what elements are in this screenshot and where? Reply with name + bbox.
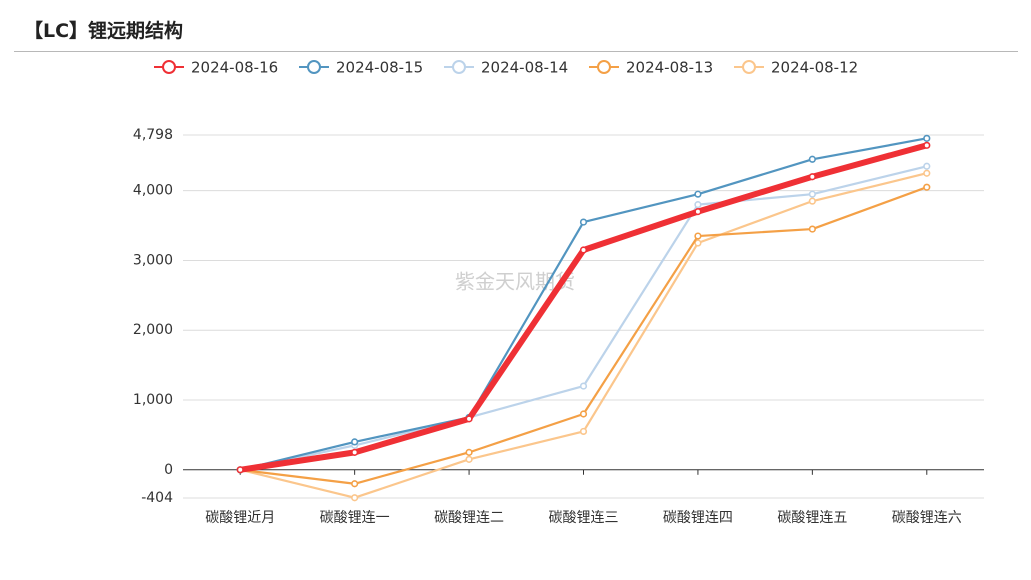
- chart-title: 【LC】锂远期结构: [24, 20, 184, 42]
- grid-lines: [183, 134, 984, 499]
- data-point: [808, 155, 816, 163]
- series-lines: [236, 134, 931, 502]
- data-point: [808, 197, 816, 205]
- legend-marker: [742, 60, 756, 74]
- data-point: [923, 162, 931, 170]
- legend-marker: [597, 60, 611, 74]
- y-tick-label: 2,000: [133, 322, 173, 338]
- title-divider: [14, 51, 1018, 52]
- data-point: [923, 141, 931, 149]
- data-point: [579, 218, 588, 226]
- data-point: [579, 246, 588, 254]
- x-tick-label: 碳酸锂连五: [777, 510, 847, 526]
- data-point: [808, 225, 816, 233]
- series-2024-08-12: [236, 169, 931, 502]
- x-tick-label: 碳酸锂连六: [892, 510, 962, 526]
- data-point: [694, 232, 702, 240]
- legend-label: 2024-08-16: [191, 59, 278, 77]
- data-point: [808, 190, 816, 198]
- data-point: [465, 455, 473, 463]
- y-tick-label: -404: [141, 490, 173, 506]
- legend-label: 2024-08-15: [336, 59, 423, 77]
- legend-item[interactable]: 2024-08-12: [734, 59, 858, 77]
- series-2024-08-14: [236, 162, 931, 474]
- y-tick-label: 0: [164, 462, 173, 478]
- data-point: [694, 239, 702, 247]
- x-tick-label: 碳酸锂近月: [205, 510, 275, 526]
- y-axis: 4,798 4,000 3,000 2,000 1,000 0 -404: [133, 127, 173, 506]
- data-point: [579, 427, 588, 436]
- series-line: [239, 137, 927, 471]
- data-point: [694, 201, 702, 209]
- data-point: [351, 480, 359, 488]
- series-line: [239, 142, 928, 473]
- legend-item[interactable]: 2024-08-14: [444, 59, 568, 77]
- legend[interactable]: 2024-08-16 2024-08-15 2024-08-14 2024-08-13…: [154, 59, 858, 77]
- legend-item[interactable]: 2024-08-16: [154, 59, 278, 77]
- x-tick-label: 碳酸锂连四: [663, 510, 733, 526]
- x-tick-label: 碳酸锂连二: [434, 510, 504, 526]
- y-tick-label: 4,000: [133, 183, 173, 199]
- x-tick-label: 碳酸锂连一: [320, 510, 390, 526]
- legend-label: 2024-08-12: [771, 59, 858, 77]
- data-point: [923, 134, 931, 142]
- series-2024-08-16: [236, 141, 931, 474]
- y-tick-label: 1,000: [133, 392, 173, 408]
- x-tick-label: 碳酸锂连三: [549, 510, 619, 526]
- y-tick-label: 3,000: [133, 252, 173, 268]
- data-point: [923, 183, 931, 191]
- data-point: [808, 173, 816, 181]
- data-point: [236, 466, 244, 474]
- series-line: [240, 186, 928, 485]
- data-point: [694, 190, 702, 198]
- data-point: [465, 415, 473, 423]
- data-point: [694, 208, 702, 216]
- legend-item[interactable]: 2024-08-13: [589, 59, 713, 77]
- series-2024-08-15: [236, 134, 931, 474]
- series-2024-08-13: [236, 183, 931, 488]
- legend-marker: [452, 60, 466, 74]
- legend-marker: [307, 60, 321, 74]
- data-point: [465, 448, 473, 456]
- data-point: [579, 410, 588, 418]
- legend-marker: [162, 60, 176, 74]
- data-point: [579, 382, 588, 390]
- y-tick-label: 4,798: [133, 127, 173, 143]
- x-axis: 碳酸锂近月 碳酸锂连一 碳酸锂连二 碳酸锂连三 碳酸锂连四 碳酸锂连五 碳酸锂连六: [183, 469, 984, 526]
- data-point: [351, 448, 359, 456]
- legend-item[interactable]: 2024-08-15: [299, 59, 423, 77]
- legend-label: 2024-08-13: [626, 59, 713, 77]
- legend-label: 2024-08-14: [481, 59, 568, 77]
- data-point: [351, 438, 359, 446]
- series-line: [239, 165, 928, 471]
- data-point: [351, 494, 359, 502]
- data-point: [923, 169, 931, 177]
